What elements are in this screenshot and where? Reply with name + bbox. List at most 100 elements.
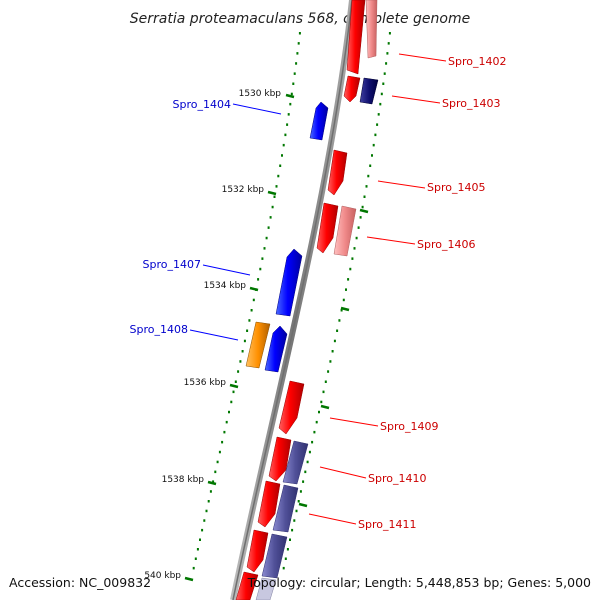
guide-dot <box>239 360 242 363</box>
guide-dot <box>342 298 345 302</box>
guide-dot <box>237 370 240 373</box>
gene-arrow-forward[interactable] <box>268 436 292 482</box>
guide-dot <box>286 548 289 551</box>
guide-dot <box>369 164 372 167</box>
guide-dot <box>209 490 212 493</box>
gene-arrow-reverse[interactable] <box>309 101 329 141</box>
gene-label-spro-1402[interactable]: Spro_1402 <box>448 55 506 68</box>
gene-arrow-forward[interactable] <box>246 529 269 573</box>
guide-dot <box>387 42 390 45</box>
guide-dot <box>380 92 383 96</box>
guide-dot <box>333 339 336 343</box>
guide-dot <box>313 430 316 434</box>
gene-label-spro-1411[interactable]: Spro_1411 <box>358 518 416 531</box>
gene-arrow-forward[interactable] <box>257 480 281 528</box>
gene-label-spro-1409[interactable]: Spro_1409 <box>380 420 438 433</box>
guide-dot <box>292 82 295 85</box>
leader-line <box>202 264 251 276</box>
gene-label-spro-1408[interactable]: Spro_1408 <box>130 323 188 336</box>
guide-dot <box>297 500 300 503</box>
scale-tick-label: 1534 kbp <box>204 281 247 291</box>
guide-dot <box>331 350 334 353</box>
guide-dot <box>318 410 320 414</box>
leader-line <box>366 236 416 245</box>
gene-label-spro-1406[interactable]: Spro_1406 <box>417 238 475 251</box>
guide-dot <box>293 519 296 522</box>
guide-dot <box>388 32 391 35</box>
gene-arrow-forward[interactable] <box>343 75 361 103</box>
guide-dot <box>281 154 283 157</box>
gene-arrow-forward[interactable] <box>327 149 348 196</box>
guide-dot <box>365 185 368 188</box>
guide-dot <box>273 195 276 198</box>
leader-line <box>319 466 367 479</box>
gene-label-spro-1410[interactable]: Spro_1410 <box>368 472 426 485</box>
guide-dot <box>306 460 309 464</box>
guide-dot <box>203 519 206 522</box>
guide-dot <box>284 557 287 560</box>
scale-tick <box>340 306 350 312</box>
guide-dot <box>232 390 235 394</box>
guide-dot <box>363 195 366 198</box>
leader-line <box>189 329 239 341</box>
guide-dot <box>329 360 332 363</box>
gene-arrow-forward[interactable] <box>316 202 339 254</box>
guide-dot <box>252 298 255 302</box>
gene-label-spro-1404[interactable]: Spro_1404 <box>173 98 231 111</box>
guide-dot <box>338 319 341 322</box>
guide-dot <box>282 143 285 147</box>
guide-dot <box>194 557 197 560</box>
gene-arrow-forward[interactable] <box>359 77 379 105</box>
dotted-guide-tracks <box>192 32 391 570</box>
guide-dot <box>315 420 318 424</box>
guide-dot <box>372 143 375 147</box>
guide-dot <box>234 380 237 383</box>
guide-dot <box>259 267 262 271</box>
guide-dot <box>289 538 291 541</box>
guide-dot <box>277 174 280 178</box>
guide-dot <box>295 509 298 513</box>
gene-arrow-reverse[interactable] <box>275 248 303 317</box>
guide-dot <box>263 247 266 250</box>
guide-dot <box>293 72 296 75</box>
guide-dot <box>265 236 268 240</box>
guide-dot <box>216 460 219 464</box>
gene-arrow-forward[interactable] <box>261 533 288 579</box>
guide-dot <box>353 247 356 250</box>
guide-dot <box>304 470 307 474</box>
gene-arrow-forward[interactable] <box>333 205 357 257</box>
guide-dot <box>308 450 311 454</box>
gene-label-spro-1403[interactable]: Spro_1403 <box>442 97 500 110</box>
guide-dot <box>246 329 249 332</box>
gene-arrow-forward[interactable] <box>235 571 259 600</box>
scale-tick <box>359 208 369 214</box>
gene-label-spro-1407[interactable]: Spro_1407 <box>143 258 201 271</box>
guide-dot <box>324 380 327 383</box>
guide-dot <box>367 174 370 178</box>
guide-dot <box>298 32 301 35</box>
gene-label-spro-1405[interactable]: Spro_1405 <box>427 181 485 194</box>
leader-line <box>232 103 282 115</box>
guide-dot <box>269 216 272 219</box>
guide-dot <box>289 102 292 106</box>
gene-arrow-reverse[interactable] <box>245 321 271 369</box>
gene-label-leaders <box>189 53 447 525</box>
guide-dot <box>290 92 293 96</box>
gene-arrow-forward[interactable] <box>346 0 366 75</box>
guide-dot <box>257 278 260 281</box>
guide-dot <box>221 440 224 444</box>
scale-tick-label: 1538 kbp <box>162 475 205 485</box>
gene-arrow-forward[interactable] <box>365 0 378 59</box>
gene-arrow-forward[interactable] <box>278 380 305 435</box>
gene-arrow-forward[interactable] <box>255 577 277 600</box>
guide-dot <box>261 257 264 260</box>
leader-line <box>308 513 357 525</box>
guide-dot <box>228 410 230 414</box>
gene-arrow-forward[interactable] <box>282 440 309 485</box>
gene-arrow-forward[interactable] <box>272 484 299 533</box>
guide-dot <box>243 339 246 343</box>
guide-dot <box>374 133 377 137</box>
gene-arrow-reverse[interactable] <box>264 325 288 373</box>
